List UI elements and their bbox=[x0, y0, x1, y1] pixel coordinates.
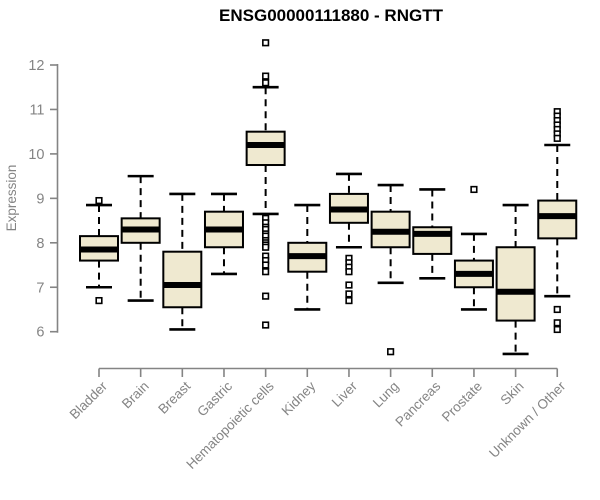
x-category-label: Bladder bbox=[67, 378, 111, 422]
y-axis-title: Expression bbox=[4, 165, 19, 232]
y-tick-label: 7 bbox=[36, 280, 44, 296]
y-tick-label: 9 bbox=[36, 191, 44, 207]
x-category-label: Unknown / Other bbox=[486, 378, 569, 461]
outlier-point bbox=[95, 296, 103, 305]
outlier-point bbox=[345, 268, 353, 276]
x-category-label: Liver bbox=[329, 378, 361, 410]
x-category-label: Breast bbox=[155, 378, 193, 416]
outlier-point bbox=[262, 268, 270, 276]
outlier-point bbox=[345, 290, 353, 298]
x-category-label: Brain bbox=[119, 379, 152, 412]
y-tick-label: 6 bbox=[36, 325, 44, 341]
outlier-point bbox=[262, 79, 270, 87]
iqr-box bbox=[245, 130, 286, 167]
outlier-point bbox=[345, 296, 353, 305]
y-tick-label: 10 bbox=[28, 147, 44, 163]
outlier-point bbox=[262, 39, 270, 47]
chart-title: ENSG00000111880 - RNGTT bbox=[219, 6, 443, 25]
x-category-label: Lung bbox=[370, 379, 402, 411]
y-tick-label: 11 bbox=[29, 102, 44, 118]
x-category-label: Gastric bbox=[194, 378, 235, 419]
x-category-label: Prostate bbox=[439, 379, 485, 425]
outlier-point bbox=[553, 325, 561, 334]
outlier-point bbox=[262, 321, 270, 329]
y-tick-label: 8 bbox=[36, 236, 44, 252]
x-category-label: Kidney bbox=[279, 378, 319, 418]
outlier-point bbox=[387, 348, 395, 356]
outlier-point bbox=[262, 72, 270, 80]
outlier-point bbox=[553, 305, 561, 314]
outlier-point bbox=[345, 281, 353, 289]
outlier-point bbox=[262, 243, 270, 251]
outlier-point bbox=[553, 134, 561, 142]
iqr-box bbox=[495, 246, 536, 322]
outlier-point bbox=[553, 319, 561, 327]
iqr-box bbox=[537, 199, 578, 240]
iqr-box bbox=[162, 250, 203, 309]
outlier-point bbox=[470, 185, 478, 194]
x-category-label: Skin bbox=[498, 379, 527, 408]
outlier-point bbox=[262, 292, 270, 300]
x-category-label: Pancreas bbox=[392, 378, 443, 429]
outlier-point bbox=[262, 261, 270, 269]
outlier-point bbox=[95, 196, 103, 205]
y-tick-label: 12 bbox=[28, 58, 44, 74]
